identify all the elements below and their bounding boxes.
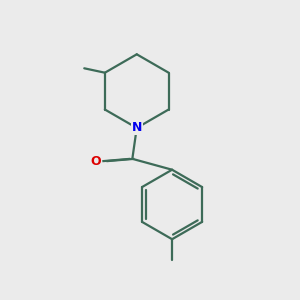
Text: N: N bbox=[132, 122, 142, 134]
Text: O: O bbox=[91, 155, 101, 168]
